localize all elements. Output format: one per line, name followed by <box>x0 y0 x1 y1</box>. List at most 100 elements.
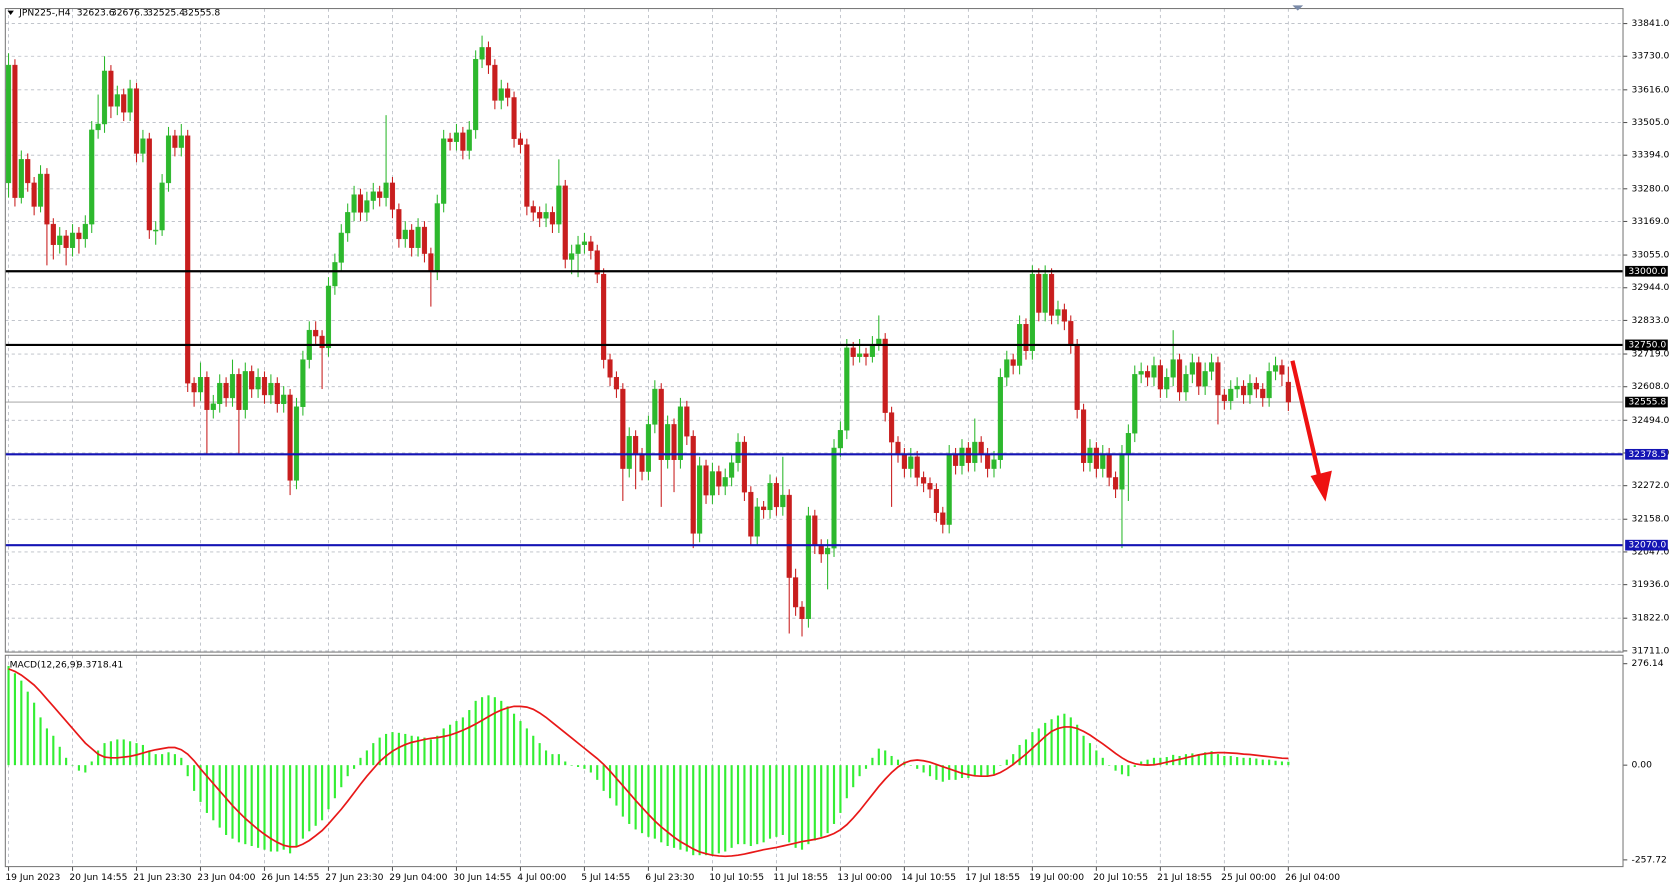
macd-bar <box>672 765 676 848</box>
macd-bar <box>333 765 336 799</box>
macd-bar <box>353 765 356 769</box>
candle-body <box>805 515 811 620</box>
candle-body <box>594 250 600 275</box>
menu-triangle[interactable] <box>7 10 14 15</box>
x-tick-label: 26 Jun 14:55 <box>261 872 319 883</box>
macd-bar <box>103 743 106 766</box>
candle-body <box>978 441 984 455</box>
candle-body <box>101 70 108 125</box>
annotation-arrow <box>1290 360 1323 481</box>
candle-body <box>831 447 837 549</box>
macd-bar <box>1280 761 1284 766</box>
y-tick-label: 32944.0 <box>1632 282 1670 293</box>
y-tick-label: 33505.0 <box>1632 117 1670 128</box>
macd-bar <box>97 750 100 766</box>
candle-body <box>159 182 165 231</box>
macd-bar <box>129 741 132 766</box>
candle-body <box>421 226 428 254</box>
macd-bar <box>1095 750 1098 766</box>
candle-body <box>761 506 767 511</box>
candle-body <box>889 412 895 443</box>
x-tick-label: 17 Jul 18:55 <box>965 872 1020 883</box>
candle-body <box>31 182 37 207</box>
candle-body <box>210 403 216 410</box>
macd-bar <box>468 710 471 766</box>
y-tick-label: 33616.0 <box>1632 84 1670 95</box>
macd-bar <box>1082 735 1085 766</box>
current-price-label: 32555.8 <box>1628 397 1666 408</box>
macd-bar <box>1223 755 1226 766</box>
macd-bar <box>941 765 944 782</box>
macd-bar <box>615 765 618 806</box>
candle-body <box>1055 309 1061 316</box>
macd-bar <box>512 713 516 766</box>
candle-body <box>645 424 651 472</box>
candle-body <box>530 206 536 213</box>
x-tick-label: 23 Jun 04:00 <box>197 872 255 883</box>
macd-bar <box>544 750 548 766</box>
x-tick-label: 10 Jul 10:55 <box>709 872 764 883</box>
candle-body <box>1106 453 1112 478</box>
y-tick-label: 33169.0 <box>1632 216 1670 227</box>
candle-body <box>37 173 44 207</box>
candle-body <box>709 471 715 496</box>
candle-body <box>1145 371 1151 378</box>
macd-bar <box>960 765 964 779</box>
candle-body <box>127 88 133 113</box>
macd-bar <box>244 765 247 845</box>
macd-bar <box>602 765 605 791</box>
macd-bar <box>1120 765 1124 775</box>
candle-body <box>671 424 677 460</box>
candle-body <box>703 465 709 496</box>
candle-body <box>940 512 946 525</box>
macd-bar <box>922 765 925 773</box>
macd-bar <box>640 765 644 834</box>
candle-body <box>959 447 965 466</box>
candle-body <box>229 374 236 399</box>
candle-body <box>1119 453 1125 490</box>
candle-body <box>402 229 408 240</box>
macd-bar <box>205 765 208 813</box>
macd-bar <box>896 759 900 766</box>
candle-body <box>1093 447 1099 469</box>
macd-bar <box>423 737 426 766</box>
y-tick-label: 33730.0 <box>1632 51 1670 62</box>
candle-body <box>953 453 959 466</box>
macd-bar <box>845 765 848 799</box>
macd-bar <box>653 765 656 839</box>
candle-body <box>1176 359 1183 393</box>
candle-body <box>633 435 639 455</box>
macd-bar <box>1127 765 1130 777</box>
candle-body <box>511 97 517 139</box>
macd-bar <box>269 765 272 852</box>
candle-body <box>223 382 229 399</box>
macd-bar <box>852 765 855 788</box>
macd-bar <box>608 765 612 799</box>
macd-bar <box>743 765 746 845</box>
candle-body <box>581 241 588 245</box>
x-tick-label: 11 Jul 18:55 <box>773 872 828 883</box>
header-low: 32525.4 <box>147 7 185 18</box>
macd-bar <box>768 765 772 839</box>
candle-body <box>114 94 120 107</box>
candle-body <box>652 388 658 425</box>
macd-bar <box>263 765 266 850</box>
candle-body <box>946 453 952 525</box>
candle-body <box>434 203 440 272</box>
x-tick-label: 29 Jun 04:00 <box>389 872 447 883</box>
candle-body <box>748 491 754 537</box>
macd-bar <box>858 765 861 777</box>
candle-body <box>773 483 779 508</box>
candle-body <box>197 377 204 393</box>
candle-body <box>767 483 773 511</box>
candle-body <box>57 235 63 245</box>
macd-bar <box>877 748 880 766</box>
y-tick-label: 32608.0 <box>1632 381 1670 392</box>
candle-body <box>313 329 319 337</box>
candle-body <box>786 494 792 578</box>
macd-bar <box>13 673 16 766</box>
candle-body <box>543 212 549 219</box>
candle-body <box>665 424 671 460</box>
x-tick-label: 19 Jul 00:00 <box>1029 872 1084 883</box>
macd-bar <box>58 746 61 766</box>
